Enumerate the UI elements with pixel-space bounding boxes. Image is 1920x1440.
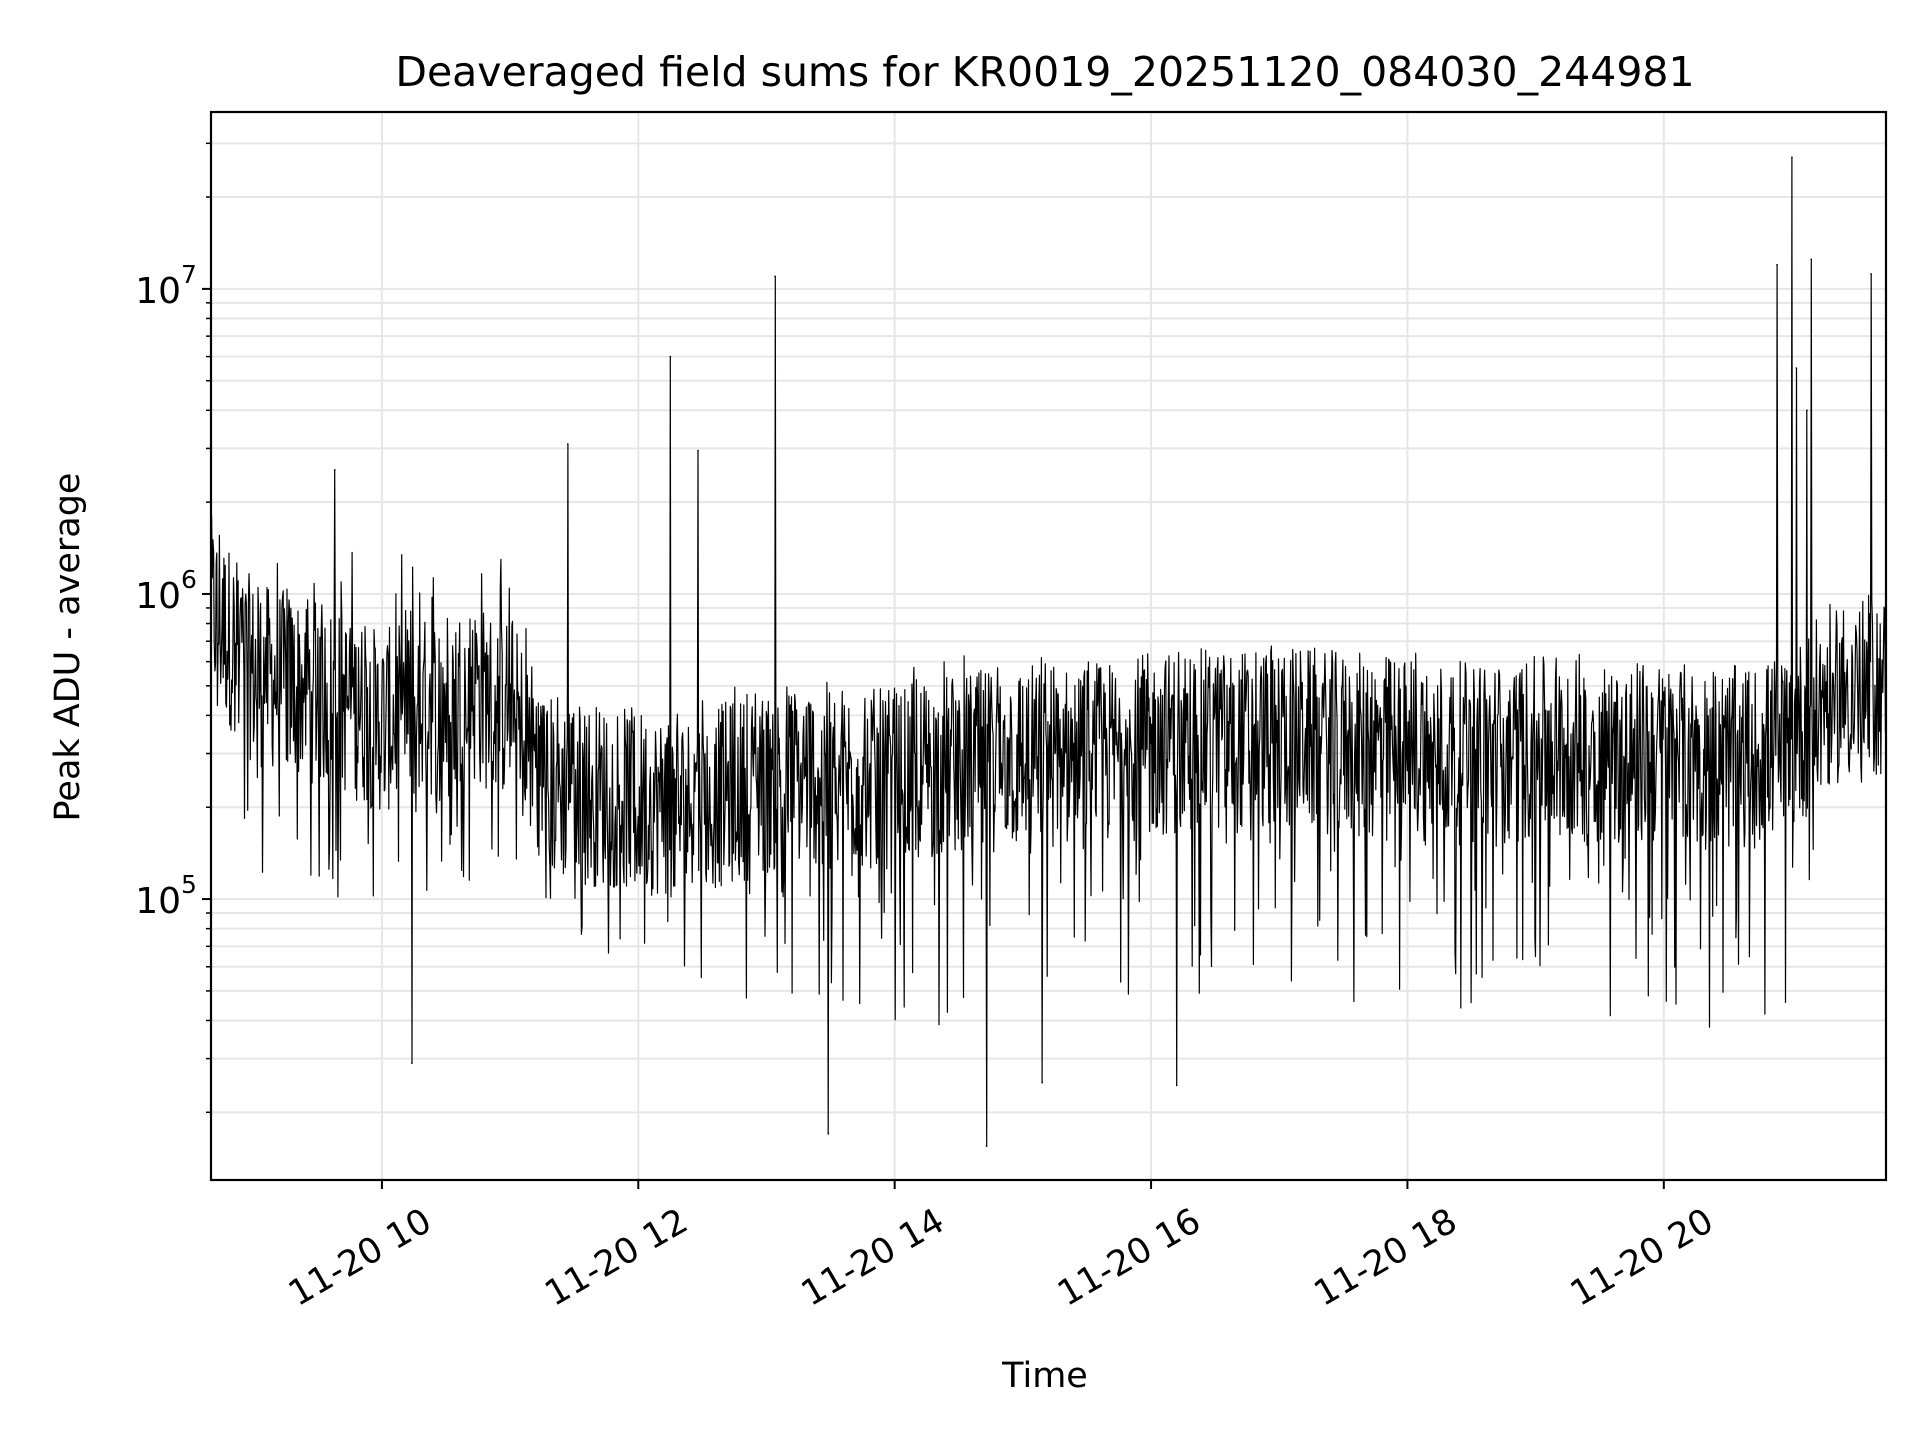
spike-point [567, 443, 569, 445]
spike-point [1810, 258, 1812, 261]
plot-frame [209, 110, 1888, 1182]
spike-point [1791, 156, 1793, 159]
y-tick-label: 10 [135, 576, 181, 617]
y-tick-exponent: 6 [181, 565, 197, 594]
spike-point [827, 1133, 830, 1135]
y-tick-exponent: 5 [181, 870, 197, 899]
spike-point [1795, 367, 1798, 369]
chart-title: Deaveraged field sums for KR0019_2025112… [395, 48, 1694, 96]
data-series [210, 156, 1887, 1147]
y-tick-exponent: 7 [181, 260, 197, 289]
spike-point [774, 275, 776, 278]
spike-point [1041, 1081, 1043, 1084]
spike-point [669, 355, 672, 358]
y-axis-label: Peak ADU - average [48, 473, 88, 822]
spike-point [1870, 273, 1872, 275]
spike-point [1806, 409, 1808, 412]
x-axis-label: Time [1001, 1356, 1088, 1396]
spike-point [697, 449, 699, 452]
spike-point [334, 469, 336, 471]
spike-point [1776, 263, 1778, 266]
spike-point [1175, 1084, 1178, 1087]
y-tick-label: 10 [135, 881, 181, 922]
series-line [210, 156, 1887, 1147]
spike-point [411, 1062, 413, 1064]
spike-point [985, 1145, 988, 1147]
y-tick-label: 10 [135, 271, 181, 312]
